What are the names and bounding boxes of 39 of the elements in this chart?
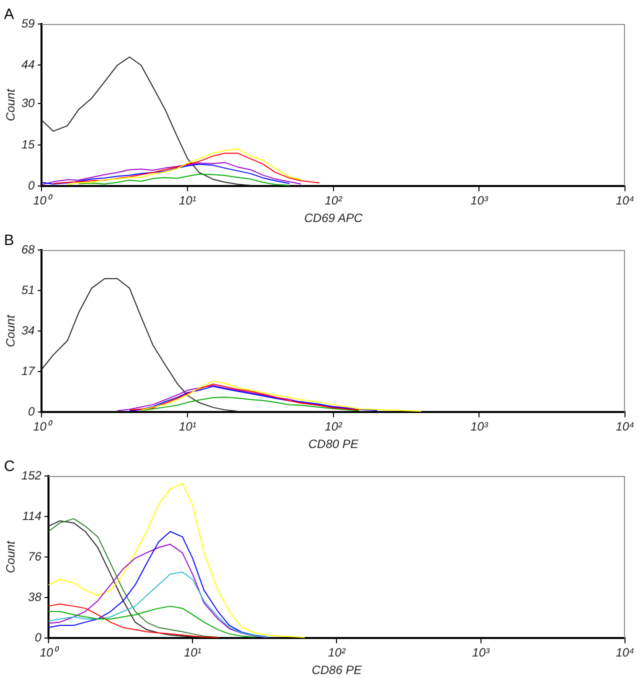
- x-tick-label: 10²: [328, 646, 346, 660]
- y-tick-label: 0: [28, 404, 36, 419]
- x-tick-label: 10⁰: [33, 420, 54, 434]
- y-tick-label: 68: [21, 242, 36, 256]
- x-tick-label: 10¹: [184, 646, 202, 660]
- x-tick-label: 10²: [324, 420, 344, 434]
- x-tick-label: 10³: [472, 646, 491, 660]
- y-axis-title: Count: [4, 88, 18, 122]
- x-tick-label: 10³: [470, 194, 489, 208]
- x-tick-label: 10⁰: [40, 646, 60, 660]
- y-tick-label: 59: [21, 16, 36, 30]
- x-tick-label: 10⁴: [616, 646, 634, 660]
- y-tick-label: 44: [21, 58, 36, 72]
- chart-title: C: [4, 458, 15, 476]
- y-tick-label: 76: [28, 549, 42, 564]
- x-tick-label: 10²: [324, 194, 344, 208]
- y-tick-label: 0: [34, 630, 42, 645]
- y-tick-label: 34: [21, 323, 36, 338]
- x-tick-label: 10⁴: [616, 194, 634, 208]
- x-tick-label: 10⁰: [33, 194, 54, 208]
- y-tick-label: 17: [21, 364, 36, 378]
- x-tick-label: 10¹: [178, 194, 196, 208]
- x-axis-title: CD69 APC: [304, 211, 363, 226]
- y-tick-label: 152: [21, 468, 42, 482]
- y-tick-label: 114: [22, 508, 42, 523]
- y-tick-label: 0: [28, 178, 36, 193]
- y-tick-label: 51: [21, 282, 35, 297]
- x-axis-title: CD86 PE: [312, 663, 363, 678]
- y-tick-label: 15: [21, 137, 36, 152]
- y-axis-title: Count: [4, 540, 18, 574]
- chart-title: A: [4, 6, 14, 24]
- x-tick-label: 10¹: [178, 420, 196, 434]
- y-axis-title: Count: [4, 314, 18, 348]
- y-tick-label: 38: [28, 590, 42, 604]
- x-tick-label: 10³: [470, 420, 489, 434]
- x-axis-title: CD80 PE: [308, 437, 360, 452]
- chart-title: B: [4, 232, 14, 250]
- x-tick-label: 10⁴: [616, 420, 634, 434]
- y-tick-label: 30: [21, 96, 36, 110]
